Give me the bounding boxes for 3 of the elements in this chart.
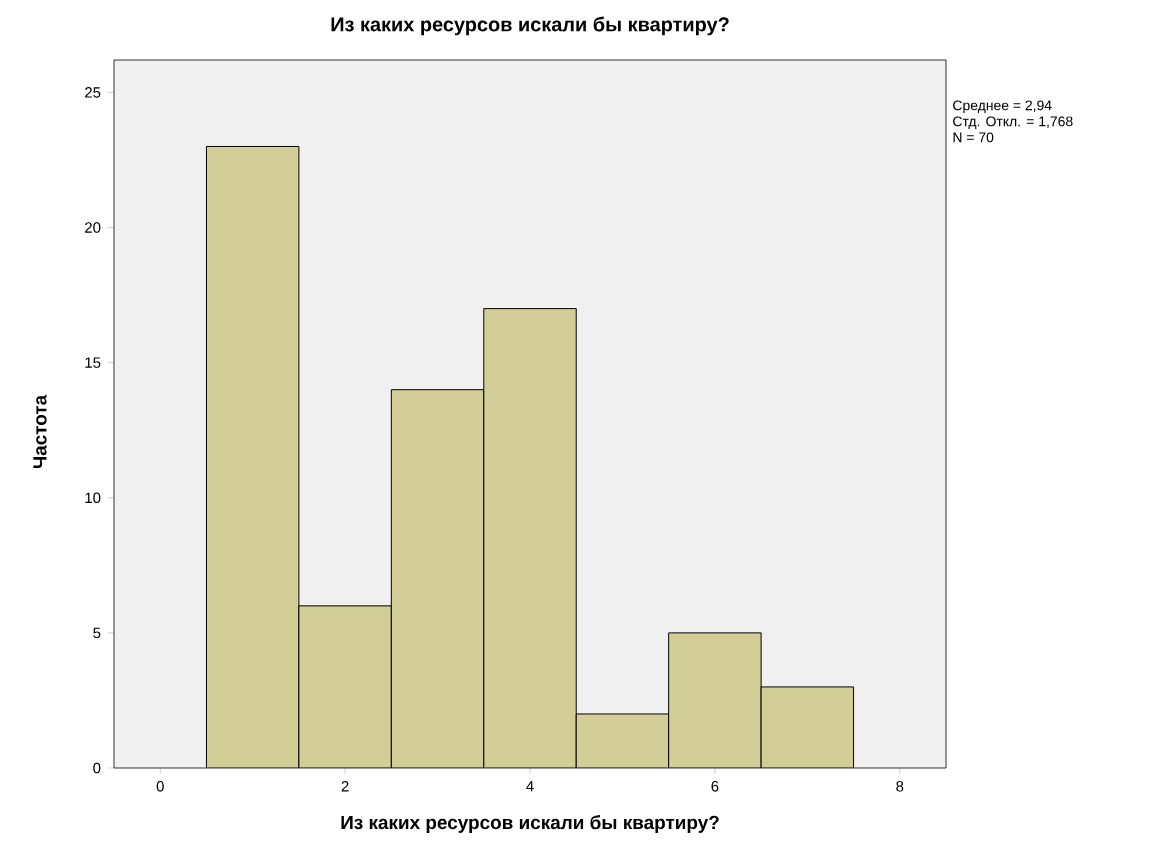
- y-axis-title: Частота: [33, 394, 47, 469]
- x-axis-title: Из каких ресурсов искали бы квартиру?: [341, 815, 719, 833]
- chart-title: Из каких ресурсов искали бы квартиру?: [331, 16, 729, 36]
